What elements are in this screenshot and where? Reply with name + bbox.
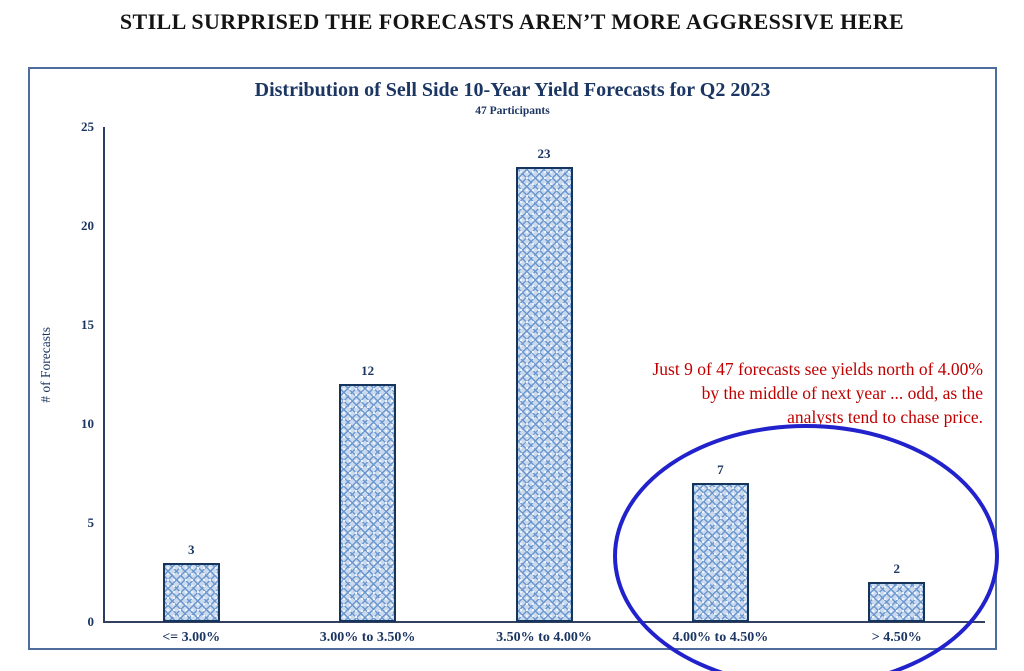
y-tick-label: 5	[87, 515, 95, 530]
chart-title: Distribution of Sell Side 10-Year Yield …	[254, 79, 771, 101]
page-headline: STILL SURPRISED THE FORECASTS AREN’T MOR…	[119, 9, 905, 34]
y-tick-label: 20	[81, 218, 94, 233]
chart-panel: Distribution of Sell Side 10-Year Yield …	[28, 67, 997, 650]
x-category-label: 3.00% to 3.50%	[319, 630, 416, 645]
bar-2	[339, 384, 397, 622]
bar-value-label: 23	[537, 145, 551, 161]
bar-1	[162, 562, 220, 622]
y-axis-title: # of Forecasts	[38, 327, 53, 403]
bar-value-label: 12	[361, 363, 375, 379]
highlight-ellipse	[613, 424, 999, 671]
bar-3	[515, 166, 573, 622]
y-tick-label: 15	[81, 317, 94, 332]
annotation-line-2: by the middle of next year ... odd, as t…	[701, 383, 983, 403]
y-axis-line	[103, 127, 105, 622]
annotation-line-1: Just 9 of 47 forecasts see yields north …	[652, 359, 984, 379]
annotation-text: Just 9 of 47 forecasts see yields north …	[543, 357, 984, 429]
y-tick-label: 10	[81, 416, 94, 431]
annotation-line-3: analysts tend to chase price.	[787, 407, 983, 427]
y-tick-label: 0	[87, 614, 95, 629]
chart-subtitle: 47 Participants	[475, 105, 550, 117]
x-axis-line	[103, 621, 985, 623]
bar-value-label: 3	[187, 541, 195, 557]
x-category-label: 3.50% to 4.00%	[496, 630, 592, 645]
y-tick-label: 25	[81, 119, 94, 134]
x-category-label: <= 3.00%	[162, 630, 221, 645]
